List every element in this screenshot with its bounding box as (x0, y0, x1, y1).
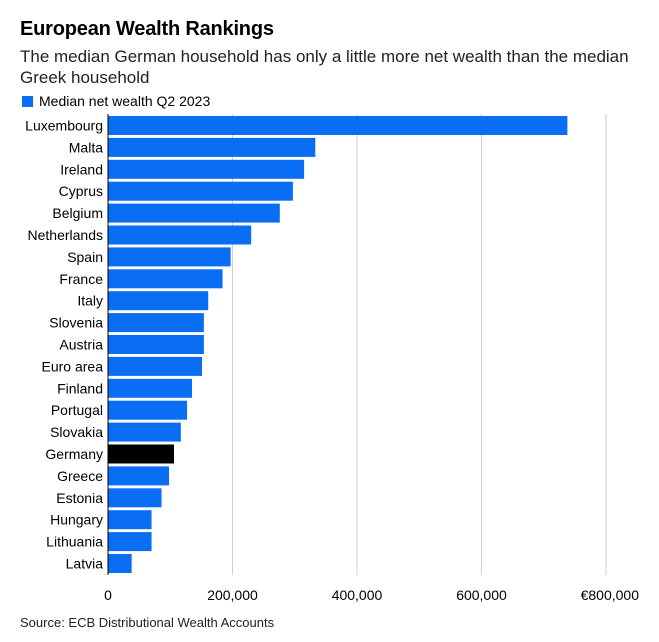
category-label: France (59, 271, 103, 287)
bar (108, 554, 132, 573)
category-label: Greece (57, 468, 103, 484)
category-label: Portugal (51, 402, 103, 418)
category-label: Euro area (42, 358, 104, 374)
bar (108, 181, 293, 201)
category-label: Italy (77, 293, 103, 309)
bar (108, 116, 568, 135)
bar (108, 247, 231, 267)
bar (108, 378, 193, 398)
bar (108, 159, 305, 179)
bar (108, 203, 280, 223)
bar-highlight (108, 444, 174, 464)
bar (108, 466, 170, 486)
category-label: Finland (57, 380, 103, 396)
legend-swatch (22, 95, 33, 107)
category-label: Hungary (50, 512, 103, 528)
bar (108, 137, 316, 157)
bar (108, 269, 223, 289)
x-tick-label: 400,000 (332, 587, 383, 603)
bar (108, 356, 202, 376)
category-label: Cyprus (59, 183, 103, 199)
bar (108, 313, 204, 333)
chart-subtitle: The median German household has only a l… (20, 47, 629, 87)
bar (108, 225, 252, 245)
category-label: Belgium (52, 205, 103, 221)
legend: Median net wealth Q2 2023 (22, 93, 210, 109)
bar (108, 488, 162, 508)
bar (108, 335, 204, 354)
category-label: Slovakia (50, 424, 103, 440)
bar (108, 400, 188, 420)
source-note: Source: ECB Distributional Wealth Accoun… (20, 615, 275, 630)
bar (108, 510, 152, 530)
x-tick-label: 0 (104, 587, 112, 603)
category-label: Lithuania (46, 534, 103, 550)
category-label: Ireland (60, 161, 103, 177)
category-label: Austria (59, 337, 103, 353)
bar (108, 422, 181, 442)
x-tick-label: 600,000 (456, 587, 507, 603)
bar (108, 532, 152, 552)
category-label: Malta (69, 139, 103, 155)
category-label: Netherlands (28, 227, 104, 243)
category-label: Germany (45, 446, 103, 462)
category-label: Latvia (66, 556, 104, 572)
legend-label: Median net wealth Q2 2023 (39, 93, 211, 109)
bar (108, 291, 209, 311)
category-label: Spain (67, 249, 103, 265)
category-label: Estonia (56, 490, 103, 506)
x-tick-label: €800,000 (581, 587, 640, 603)
category-label: Luxembourg (25, 118, 103, 134)
chart-title: European Wealth Rankings (20, 18, 274, 40)
category-label: Slovenia (49, 315, 103, 331)
x-tick-label: 200,000 (207, 587, 258, 603)
